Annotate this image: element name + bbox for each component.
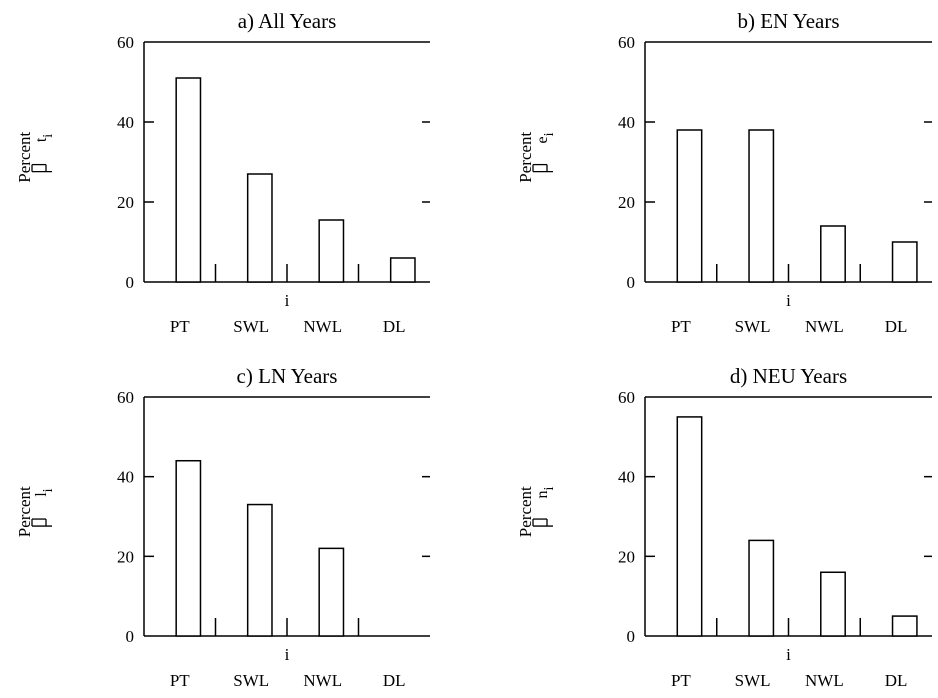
legend-series-label: ti	[33, 134, 56, 142]
y-axis-label: Percent	[15, 486, 34, 537]
legend-series-symbol: l	[33, 492, 50, 497]
bar-pt	[175, 459, 202, 637]
chart-title: c) LN Years	[237, 364, 338, 388]
x-tick-label: DL	[885, 317, 908, 336]
x-tick-label: DL	[383, 671, 406, 690]
y-axis-label: Percent	[516, 486, 535, 537]
bar-nwl	[318, 547, 345, 637]
y-tick-label: 0	[126, 273, 135, 292]
x-tick-label: NWL	[805, 671, 844, 690]
y-axis-label: Percent	[15, 131, 34, 182]
y-tick-label: 20	[618, 547, 635, 566]
bar-dl	[891, 241, 918, 283]
x-tick-label: SWL	[735, 671, 771, 690]
x-axis-label: i	[786, 645, 791, 664]
x-tick-label: SWL	[233, 317, 269, 336]
y-tick-label: 0	[627, 273, 636, 292]
bar-dl	[891, 615, 918, 637]
bar-swl	[246, 173, 273, 283]
legend-series-label: ni	[534, 487, 557, 499]
x-tick-label: DL	[383, 317, 406, 336]
bar-swl	[748, 539, 775, 637]
legend-series-label: ei	[534, 132, 557, 143]
y-tick-label: 40	[618, 468, 635, 487]
y-axis-label: Percent	[516, 131, 535, 182]
y-tick-label: 0	[126, 627, 135, 646]
bar-nwl	[820, 571, 846, 637]
legend-series-subscript: i	[41, 488, 56, 492]
y-tick-label: 20	[117, 547, 134, 566]
x-tick-label: SWL	[233, 671, 269, 690]
y-tick-label: 40	[117, 113, 134, 132]
bar-pt	[676, 129, 703, 283]
x-tick-label: SWL	[735, 317, 771, 336]
y-tick-label: 60	[117, 33, 134, 52]
x-axis-label: i	[285, 291, 290, 310]
chart-title: d) NEU Years	[730, 364, 847, 388]
bar-nwl	[318, 219, 345, 283]
legend-series-symbol: t	[33, 137, 50, 142]
y-tick-label: 60	[117, 388, 134, 407]
y-tick-label: 40	[117, 468, 134, 487]
bar-swl	[748, 129, 775, 283]
x-tick-label: PT	[170, 317, 190, 336]
legend-series-subscript: i	[542, 487, 557, 491]
y-tick-label: 60	[618, 33, 635, 52]
y-tick-label: 60	[618, 388, 635, 407]
x-axis-label: i	[285, 645, 290, 664]
chart-title: a) All Years	[238, 9, 337, 33]
legend-series-subscript: i	[542, 132, 557, 136]
y-tick-label: 40	[618, 113, 635, 132]
x-tick-label: PT	[671, 671, 691, 690]
bar-pt	[175, 77, 202, 283]
bar-swl	[246, 503, 273, 637]
x-tick-label: NWL	[303, 671, 342, 690]
y-tick-label: 20	[618, 193, 635, 212]
x-tick-label: PT	[170, 671, 190, 690]
y-tick-label: 0	[627, 627, 636, 646]
x-tick-label: NWL	[303, 317, 342, 336]
bar-nwl	[820, 225, 846, 283]
x-tick-label: DL	[885, 671, 908, 690]
y-tick-label: 20	[117, 193, 134, 212]
legend-series-symbol: e	[534, 136, 551, 143]
bar-pt	[676, 416, 703, 637]
legend-series-label: li	[33, 488, 56, 496]
x-tick-label: NWL	[805, 317, 844, 336]
legend-series-subscript: i	[41, 134, 56, 138]
x-tick-label: PT	[671, 317, 691, 336]
legend-series-symbol: n	[534, 491, 551, 499]
bar-dl	[389, 257, 416, 283]
chart-title: b) EN Years	[737, 9, 839, 33]
x-axis-label: i	[786, 291, 791, 310]
